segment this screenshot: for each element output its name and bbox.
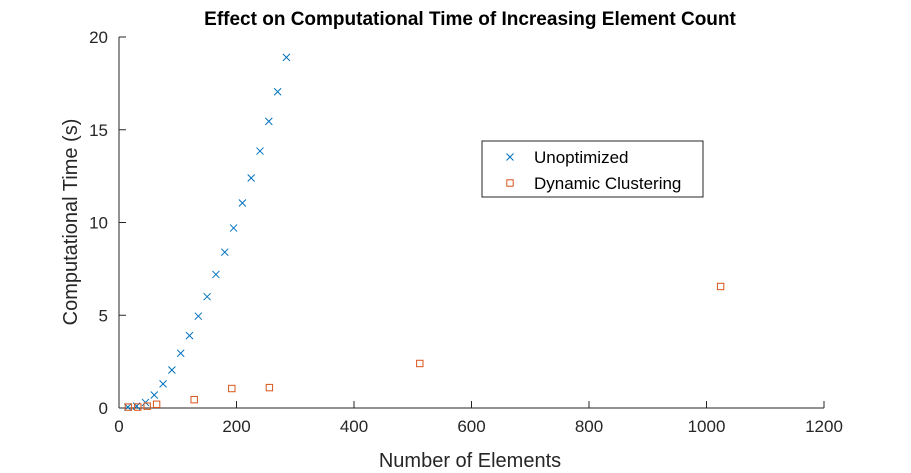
- x-tick-label: 0: [114, 417, 123, 436]
- legend-box: [481, 140, 704, 198]
- data-point: [716, 282, 725, 291]
- legend-marker: [506, 179, 514, 187]
- x-tick-label: 200: [222, 417, 250, 436]
- data-point: [168, 366, 176, 374]
- data-point: [220, 248, 229, 257]
- data-point: [150, 391, 159, 399]
- data-point: [159, 380, 167, 388]
- x-axis-label: Number of Elements: [379, 450, 561, 472]
- series-unoptimized: [123, 53, 291, 411]
- y-tick-label: 20: [89, 28, 108, 47]
- data-point: [143, 402, 151, 410]
- y-tick-label: 10: [89, 214, 108, 233]
- data-point: [141, 398, 150, 407]
- y-axis-label: Computational Time (s): [60, 119, 82, 326]
- data-point: [264, 117, 273, 126]
- x-tick-label: 800: [575, 417, 603, 436]
- data-point: [229, 224, 238, 232]
- data-point: [238, 199, 247, 207]
- x-tick-label: 400: [340, 417, 368, 436]
- y-tick-label: 0: [99, 399, 108, 418]
- data-point: [282, 53, 291, 62]
- data-point: [124, 403, 133, 411]
- y-tick-label: 15: [89, 121, 108, 140]
- data-point: [265, 383, 274, 392]
- data-point: [152, 400, 161, 408]
- data-point: [273, 87, 282, 96]
- data-point: [256, 147, 264, 155]
- chart-title: Effect on Computational Time of Increasi…: [204, 9, 736, 30]
- data-points: [123, 53, 725, 411]
- data-point: [416, 359, 424, 368]
- series-dynamic-clustering: [124, 282, 725, 411]
- x-tick-label: 1000: [688, 417, 726, 436]
- legend-label: Dynamic Clustering: [534, 174, 681, 193]
- data-point: [194, 312, 203, 321]
- data-point: [228, 384, 236, 393]
- data-point: [247, 174, 256, 182]
- data-point: [212, 270, 220, 279]
- tick-labels: 0 200 400 600 800 1000 1200 0 5 10 15 20: [89, 28, 843, 436]
- legend-label: Unoptimized: [534, 148, 629, 167]
- data-point: [190, 395, 198, 404]
- data-point: [134, 403, 142, 411]
- x-tick-label: 1200: [805, 417, 843, 436]
- data-point: [176, 349, 185, 358]
- x-tick-label: 600: [457, 417, 485, 436]
- data-point: [185, 331, 194, 340]
- legend: Unoptimized Dynamic Clustering: [481, 140, 704, 198]
- y-tick-label: 5: [99, 306, 108, 325]
- data-point: [203, 292, 211, 301]
- axes: [118, 36, 825, 409]
- legend-marker: [506, 153, 514, 161]
